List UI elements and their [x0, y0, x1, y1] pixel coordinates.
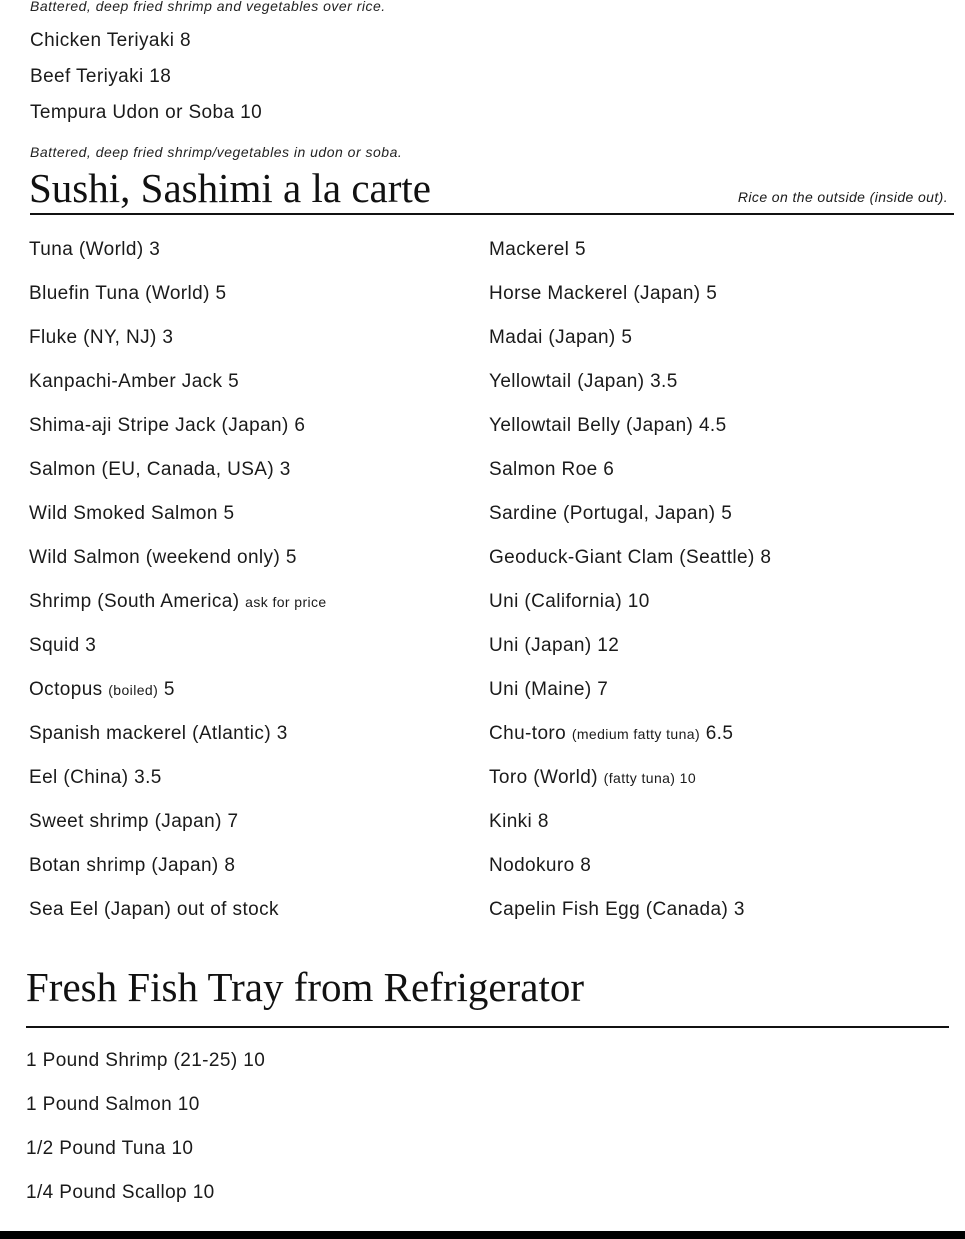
item-name: Octopus [29, 679, 103, 700]
menu-item: Spanish mackerel (Atlantic) 3 [29, 720, 327, 764]
item-name: Uni (Japan) 12 [489, 635, 620, 656]
sushi-right-column: Mackerel 5 Horse Mackerel (Japan) 5 Madai … [489, 236, 771, 940]
menu-item: 1/4 Pound Scallop 10 [26, 1182, 215, 1203]
menu-item: Yellowtail (Japan) 3.5 [489, 368, 771, 412]
sushi-left-column: Tuna (World) 3 Bluefin Tuna (World) 5 Fluk… [29, 236, 327, 940]
item-name: Botan shrimp (Japan) 8 [29, 855, 236, 876]
menu-item: Salmon (EU, Canada, USA) 3 [29, 456, 327, 500]
item-name: Shima-aji Stripe Jack (Japan) 6 [29, 415, 306, 436]
item-note: (fatty tuna) 10 [603, 770, 697, 786]
menu-item: Horse Mackerel (Japan) 5 [489, 280, 771, 324]
menu-item: Tempura Udon or Soba 10 [30, 102, 263, 123]
item-name: Spanish mackerel (Atlantic) 3 [29, 723, 288, 744]
section-title-sushi: Sushi, Sashimi a la carte [29, 165, 431, 211]
section-note: Rice on the outside (inside out). [737, 189, 948, 205]
menu-item: Geoduck-Giant Clam (Seattle) 8 [489, 544, 771, 588]
item-price: 6.5 [705, 723, 734, 744]
menu-item: Uni (Japan) 12 [489, 632, 771, 676]
menu-item: Eel (China) 3.5 [29, 764, 327, 808]
item-name: Sea Eel (Japan) out of stock [29, 899, 279, 920]
menu-item: Bluefin Tuna (World) 5 [29, 280, 327, 324]
item-name: Kanpachi-Amber Jack 5 [29, 371, 240, 392]
menu-item: Nodokuro 8 [489, 852, 771, 896]
item-note: ask for price [245, 594, 327, 610]
item-note: (medium fatty tuna) [571, 726, 701, 742]
menu-item: Chicken Teriyaki 8 [30, 30, 192, 51]
dish-description: Battered, deep fried shrimp/vegetables i… [30, 144, 403, 160]
item-name: Sardine (Portugal, Japan) 5 [489, 503, 733, 524]
menu-item: 1/2 Pound Tuna 10 [26, 1138, 194, 1159]
item-price: 5 [163, 679, 175, 700]
menu-item: Shrimp (South America) ask for price [29, 588, 327, 632]
menu-item: Toro (World) (fatty tuna) 10 [489, 764, 771, 808]
item-name: Madai (Japan) 5 [489, 327, 633, 348]
section-title-fish-tray: Fresh Fish Tray from Refrigerator [26, 964, 585, 1010]
item-name: Tuna (World) 3 [29, 239, 161, 260]
item-name: Shrimp (South America) [29, 591, 240, 612]
item-name: Wild Smoked Salmon 5 [29, 503, 235, 524]
item-name: Fluke (NY, NJ) 3 [29, 327, 174, 348]
menu-item: Kinki 8 [489, 808, 771, 852]
menu-item: Shima-aji Stripe Jack (Japan) 6 [29, 412, 327, 456]
menu-item: Sweet shrimp (Japan) 7 [29, 808, 327, 852]
item-name: Chu-toro [489, 723, 567, 744]
item-name: Kinki 8 [489, 811, 549, 832]
menu-item: Sardine (Portugal, Japan) 5 [489, 500, 771, 544]
item-name: Sweet shrimp (Japan) 7 [29, 811, 239, 832]
menu-item: Chu-toro (medium fatty tuna) 6.5 [489, 720, 771, 764]
item-name: Geoduck-Giant Clam (Seattle) 8 [489, 547, 772, 568]
menu-item: 1 Pound Shrimp (21-25) 10 [26, 1050, 266, 1071]
item-name: Yellowtail (Japan) 3.5 [489, 371, 678, 392]
menu-item: Capelin Fish Egg (Canada) 3 [489, 896, 771, 940]
item-name: Horse Mackerel (Japan) 5 [489, 283, 718, 304]
item-name: Uni (California) 10 [489, 591, 650, 612]
item-name: Capelin Fish Egg (Canada) 3 [489, 899, 745, 920]
item-name: Nodokuro 8 [489, 855, 592, 876]
item-name: Salmon Roe 6 [489, 459, 615, 480]
item-name: Yellowtail Belly (Japan) 4.5 [489, 415, 727, 436]
bottom-bar [0, 1231, 965, 1239]
item-name: Uni (Maine) 7 [489, 679, 609, 700]
menu-item: Sea Eel (Japan) out of stock [29, 896, 327, 940]
menu-item: Uni (Maine) 7 [489, 676, 771, 720]
item-name: Squid 3 [29, 635, 97, 656]
dish-description: Battered, deep fried shrimp and vegetabl… [30, 0, 386, 14]
item-name: Bluefin Tuna (World) 5 [29, 283, 227, 304]
menu-item: 1 Pound Salmon 10 [26, 1094, 200, 1115]
menu-item: Wild Smoked Salmon 5 [29, 500, 327, 544]
menu-item: Madai (Japan) 5 [489, 324, 771, 368]
menu-item: Fluke (NY, NJ) 3 [29, 324, 327, 368]
menu-item: Wild Salmon (weekend only) 5 [29, 544, 327, 588]
section-divider [26, 1026, 949, 1028]
section-divider [30, 213, 954, 215]
menu-item: Beef Teriyaki 18 [30, 66, 172, 87]
item-note: (boiled) [108, 682, 159, 698]
menu-item: Octopus (boiled) 5 [29, 676, 327, 720]
menu-item: Tuna (World) 3 [29, 236, 327, 280]
item-name: Eel (China) 3.5 [29, 767, 162, 788]
item-name: Mackerel 5 [489, 239, 586, 260]
menu-item: Mackerel 5 [489, 236, 771, 280]
menu-item: Salmon Roe 6 [489, 456, 771, 500]
item-name: Wild Salmon (weekend only) 5 [29, 547, 297, 568]
menu-item: Yellowtail Belly (Japan) 4.5 [489, 412, 771, 456]
item-name: Salmon (EU, Canada, USA) 3 [29, 459, 291, 480]
menu-item: Botan shrimp (Japan) 8 [29, 852, 327, 896]
menu-item: Uni (California) 10 [489, 588, 771, 632]
item-name: Toro (World) [489, 767, 598, 788]
menu-item: Squid 3 [29, 632, 327, 676]
menu-item: Kanpachi-Amber Jack 5 [29, 368, 327, 412]
